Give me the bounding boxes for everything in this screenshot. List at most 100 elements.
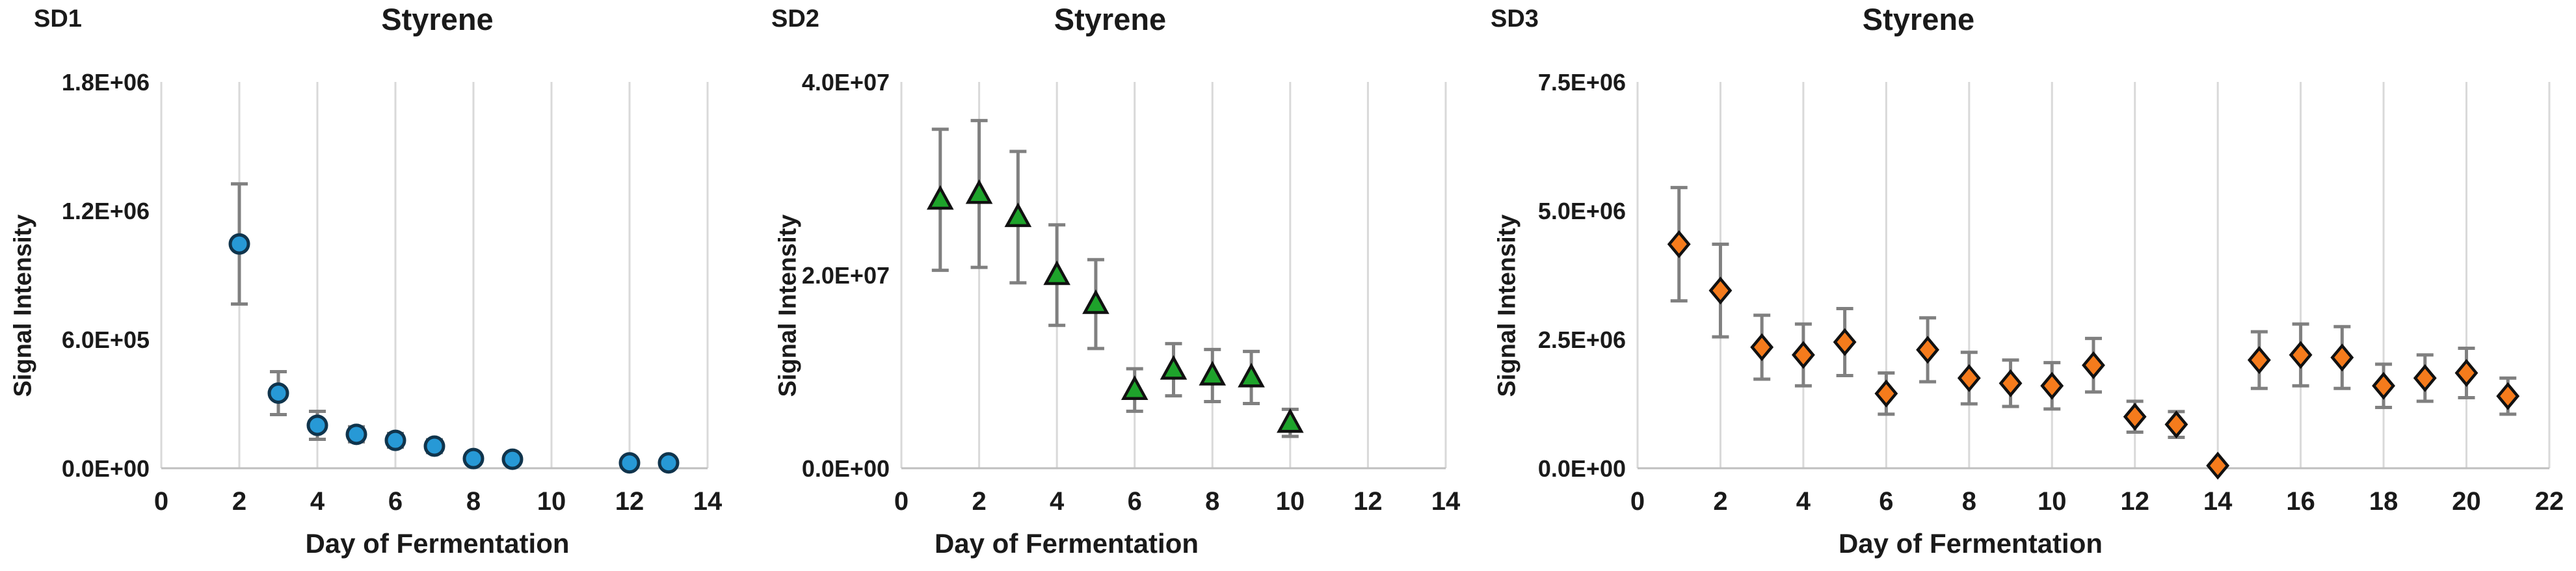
orange-diamond-marker	[2496, 382, 2520, 410]
orange-diamond-marker	[1750, 333, 1774, 362]
y-tick-labels: 0.0E+00 6.0E+05 1.2E+06 1.8E+06	[62, 69, 150, 482]
green-triangle-marker	[1277, 408, 1304, 433]
green-triangle-marker	[1160, 354, 1188, 380]
gridlines	[160, 82, 709, 468]
chart-title: Styrene	[381, 2, 494, 36]
blue-circle-marker	[618, 452, 641, 474]
orange-diamond-marker	[1916, 336, 1940, 364]
plot-area-sd2: 0 2 4 6 8 10 12 14 0.0E+00 2.0E+07 4.0E+07	[802, 69, 1461, 516]
svg-text:2.0E+07: 2.0E+07	[802, 262, 890, 289]
x-axis-label: Day of Fermentation	[934, 528, 1199, 559]
green-triangle-marker	[1082, 289, 1109, 314]
panel-label-sd3: SD3	[1491, 5, 1539, 33]
chart-panel-sd2: SD2 Styrene Signal Intensity 0 2 4 6 8 10 12 14…	[767, 0, 1483, 571]
x-tick-labels: 0 2 4 6 8 10 12 14	[894, 487, 1461, 516]
svg-text:12: 12	[615, 487, 644, 516]
chart-panel-sd3: SD3 Styrene Signal Intensity 0 2 4 6 8 10 12 14…	[1483, 0, 2576, 571]
green-triangle-marker	[926, 185, 954, 210]
orange-diamond-marker	[2330, 343, 2354, 372]
gridlines	[1636, 82, 2551, 468]
orange-diamond-marker	[2123, 403, 2147, 431]
svg-text:4: 4	[310, 487, 325, 516]
x-axis-label: Day of Fermentation	[305, 528, 570, 559]
orange-diamond-marker	[2454, 358, 2478, 387]
svg-text:14: 14	[693, 487, 723, 516]
gridlines	[900, 82, 1447, 468]
svg-text:14: 14	[2203, 487, 2233, 516]
green-triangle-marker	[1043, 260, 1070, 286]
svg-text:10: 10	[537, 487, 566, 516]
orange-diamond-marker	[2082, 351, 2105, 380]
green-triangle-marker	[1199, 360, 1227, 386]
svg-text:2: 2	[1713, 487, 1727, 516]
blue-circle-marker	[657, 452, 680, 474]
green-triangle-marker	[1004, 202, 1032, 228]
svg-text:4.0E+07: 4.0E+07	[802, 69, 890, 96]
orange-diamond-marker	[2372, 371, 2396, 400]
green-triangle-marker	[1238, 362, 1265, 388]
svg-text:1.2E+06: 1.2E+06	[62, 198, 150, 224]
blue-circle-marker	[345, 423, 367, 445]
svg-text:0.0E+00: 0.0E+00	[1538, 455, 1626, 482]
blue-circle-marker	[501, 448, 524, 470]
svg-text:0: 0	[894, 487, 909, 516]
svg-text:20: 20	[2452, 487, 2481, 516]
blue-circle-marker	[462, 447, 485, 470]
svg-text:10: 10	[1276, 487, 1305, 516]
svg-text:8: 8	[1962, 487, 1976, 516]
svg-text:7.5E+06: 7.5E+06	[1538, 69, 1626, 96]
green-triangle-marker	[965, 179, 993, 204]
orange-diamond-marker	[2040, 371, 2064, 400]
svg-text:16: 16	[2286, 487, 2315, 516]
svg-text:4: 4	[1796, 487, 1811, 516]
orange-diamond-marker	[1833, 328, 1857, 356]
svg-text:14: 14	[1431, 487, 1461, 516]
orange-diamond-marker	[1791, 341, 1815, 369]
blue-circle-marker	[423, 435, 445, 457]
chart-panel-sd1: SD1 Styrene Signal Intensity 0 2 4 6 8 10 12 14…	[0, 0, 767, 571]
svg-text:10: 10	[2038, 487, 2067, 516]
orange-diamond-marker	[1998, 369, 2023, 397]
plot-area-sd3: 0 2 4 6 8 10 12 14 16 18 20 22 0.0E+00 2.5E+06 5.0E+06…	[1538, 69, 2564, 516]
chart-title: Styrene	[1862, 2, 1975, 36]
svg-text:0: 0	[1630, 487, 1645, 516]
markers	[1667, 230, 2520, 480]
svg-text:6: 6	[1128, 487, 1142, 516]
orange-diamond-marker	[1667, 230, 1691, 258]
y-tick-labels: 0.0E+00 2.0E+07 4.0E+07	[802, 69, 890, 482]
svg-text:0.0E+00: 0.0E+00	[62, 455, 150, 482]
orange-diamond-marker	[2164, 410, 2188, 439]
svg-text:12: 12	[2120, 487, 2149, 516]
orange-diamond-marker	[2206, 451, 2230, 480]
blue-circle-marker	[306, 414, 328, 436]
orange-diamond-marker	[2247, 346, 2271, 375]
markers	[926, 179, 1304, 433]
orange-diamond-marker	[2413, 364, 2437, 392]
y-tick-labels: 0.0E+00 2.5E+06 5.0E+06 7.5E+06	[1538, 69, 1626, 482]
svg-text:22: 22	[2535, 487, 2564, 516]
svg-text:12: 12	[1353, 487, 1383, 516]
error-bars	[231, 182, 677, 468]
orange-diamond-marker	[1708, 276, 1733, 305]
svg-text:6.0E+05: 6.0E+05	[62, 326, 150, 353]
markers	[228, 233, 680, 474]
chart-title: Styrene	[1054, 2, 1167, 36]
svg-text:4: 4	[1050, 487, 1065, 516]
orange-diamond-marker	[2289, 341, 2313, 369]
blue-circle-marker	[384, 429, 406, 451]
error-bars	[1670, 185, 2517, 439]
svg-text:2.5E+06: 2.5E+06	[1538, 326, 1626, 353]
panel-label-sd1: SD1	[34, 5, 82, 33]
svg-text:2: 2	[232, 487, 246, 516]
orange-diamond-marker	[1957, 364, 1981, 392]
plot-area-sd1: 0 2 4 6 8 10 12 14 0.0E+00 6.0E+05 1.2E+06 1.8E+06	[62, 69, 723, 516]
svg-text:2: 2	[972, 487, 986, 516]
x-tick-labels: 0 2 4 6 8 10 12 14 16 18 20 22	[1630, 487, 2564, 516]
x-tick-labels: 0 2 4 6 8 10 12 14	[154, 487, 723, 516]
orange-diamond-marker	[1874, 379, 1898, 408]
svg-text:8: 8	[1205, 487, 1219, 516]
error-bars	[931, 118, 1299, 438]
svg-text:6: 6	[1879, 487, 1893, 516]
svg-text:1.8E+06: 1.8E+06	[62, 69, 150, 96]
